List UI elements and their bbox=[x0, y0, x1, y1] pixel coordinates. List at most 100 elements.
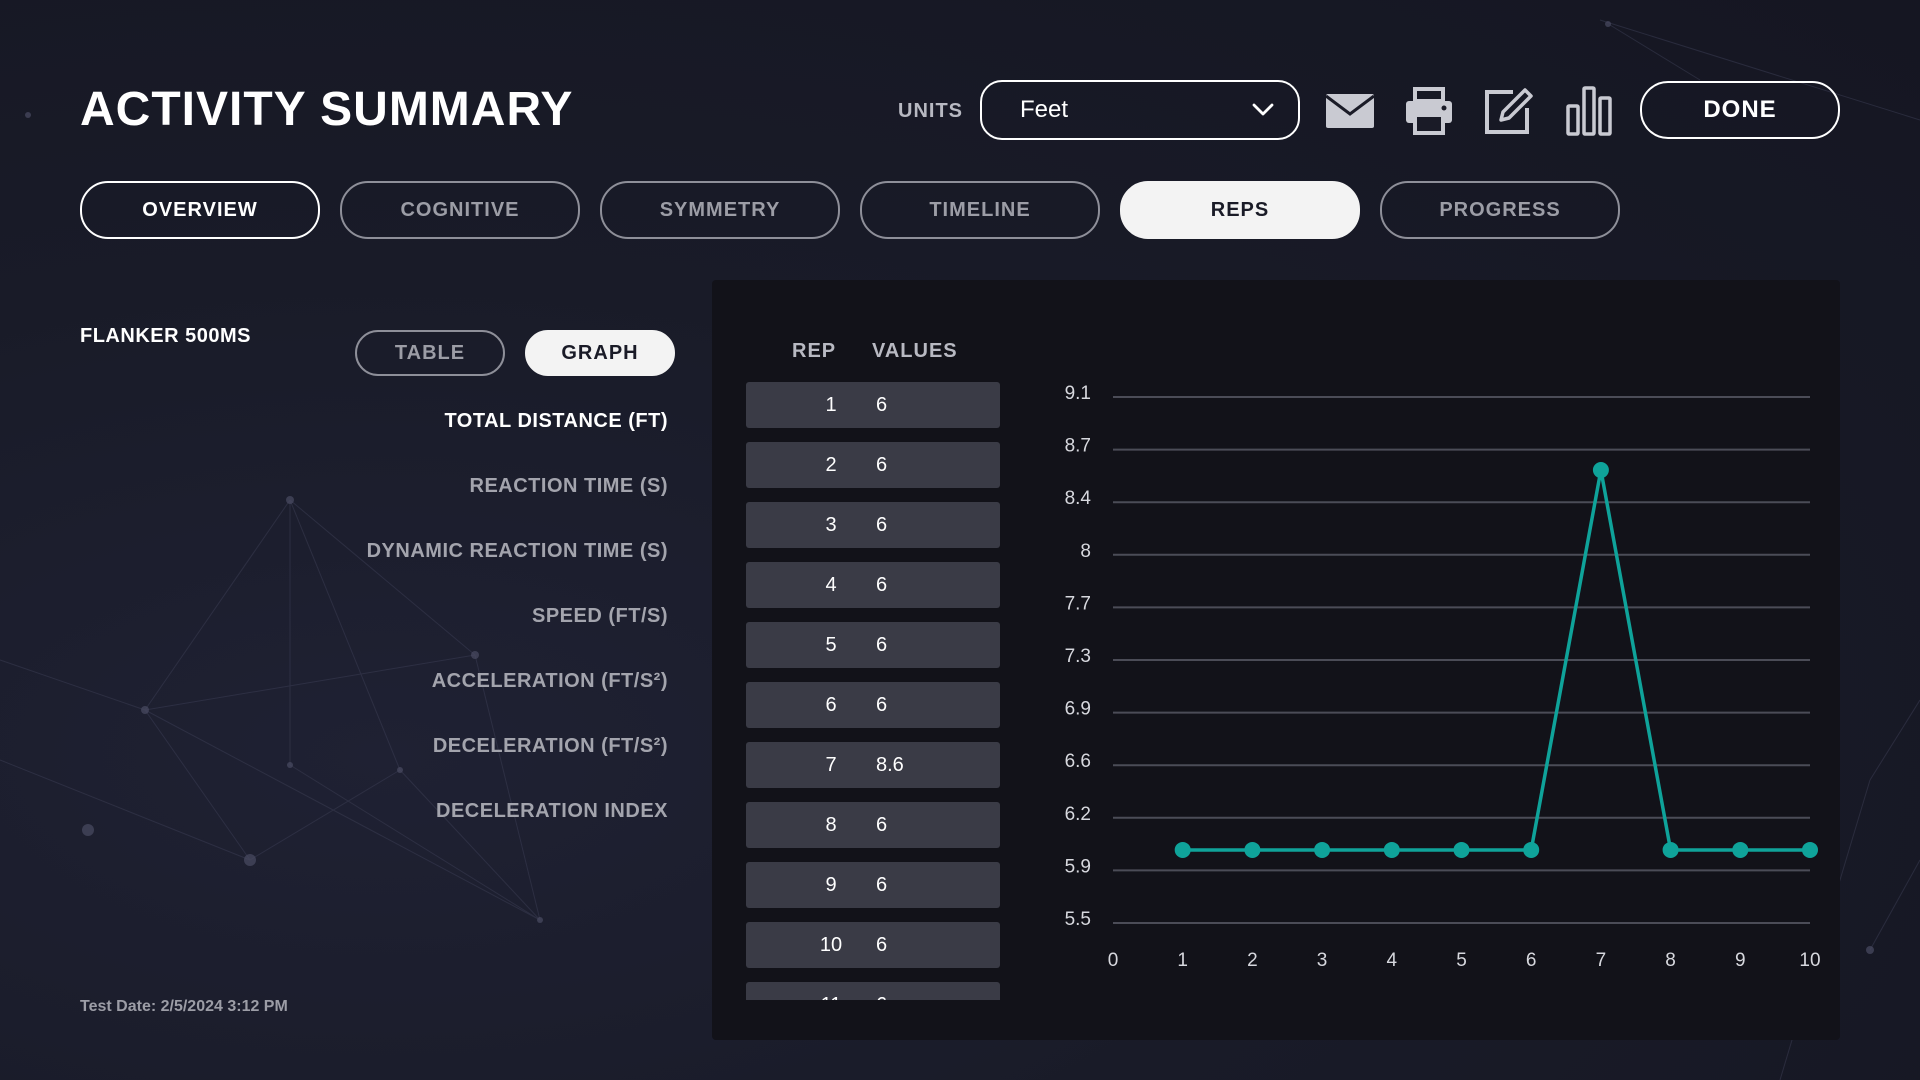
rep-number: 7 bbox=[825, 754, 837, 776]
done-button[interactable]: DONE bbox=[1640, 81, 1840, 139]
rep-number: 8 bbox=[825, 814, 837, 836]
edit-icon bbox=[1485, 88, 1533, 134]
metric-reaction-time[interactable]: REACTION TIME (S) bbox=[469, 475, 668, 497]
tab-reps[interactable]: REPS bbox=[1120, 181, 1360, 239]
metric-acceleration[interactable]: ACCELERATION (FT/S²) bbox=[431, 670, 668, 692]
stats-button[interactable] bbox=[1562, 84, 1616, 138]
table-row: 4 6 bbox=[746, 562, 1000, 608]
tab-progress[interactable]: PROGRESS bbox=[1380, 181, 1620, 239]
rep-value: 6 bbox=[876, 694, 888, 716]
printer-icon bbox=[1406, 87, 1452, 135]
rep-value: 6 bbox=[876, 874, 888, 896]
y-tick-label: 7.3 bbox=[1065, 646, 1091, 667]
page-title: ACTIVITY SUMMARY bbox=[80, 83, 574, 136]
units-select[interactable]: Feet bbox=[980, 80, 1300, 140]
rep-value: 6 bbox=[876, 574, 888, 596]
x-tick-label: 2 bbox=[1247, 950, 1258, 971]
rep-number: 3 bbox=[825, 514, 837, 536]
rep-value: 6 bbox=[876, 514, 888, 536]
rep-value: 6 bbox=[876, 994, 887, 1000]
y-tick-label: 7.7 bbox=[1065, 593, 1091, 614]
reps-line-chart: 5.5 5.9 6.2 6.6 6.9 7.3 7.7 8 8.4 8.7 9.1 0 1 2 3 4 5 6 7 8… bbox=[1065, 383, 1821, 971]
data-point bbox=[1383, 841, 1400, 858]
data-point bbox=[1244, 841, 1261, 858]
y-tick-label: 6.6 bbox=[1065, 751, 1091, 772]
table-view-button[interactable]: TABLE bbox=[355, 330, 505, 376]
rep-value: 6 bbox=[876, 454, 888, 476]
metric-speed[interactable]: SPEED (FT/S) bbox=[531, 605, 668, 627]
edit-button[interactable] bbox=[1481, 84, 1535, 138]
table-row: 7 8.6 bbox=[746, 742, 1000, 788]
rep-number: 1 bbox=[825, 394, 837, 416]
y-tick-label: 8.4 bbox=[1065, 488, 1092, 509]
rep-value: 6 bbox=[876, 394, 888, 416]
table-row: 3 6 bbox=[746, 502, 1000, 548]
test-date: Test Date: 2/5/2024 3:12 PM bbox=[80, 998, 288, 1015]
metric-dynamic-reaction-time[interactable]: DYNAMIC REACTION TIME (S) bbox=[366, 540, 668, 562]
data-point bbox=[1174, 841, 1191, 858]
rep-column-header: REP bbox=[792, 340, 837, 362]
x-tick-label: 6 bbox=[1526, 950, 1537, 971]
table-row: 8 6 bbox=[746, 802, 1000, 848]
rep-number: 9 bbox=[825, 874, 837, 896]
table-row: 10 6 bbox=[746, 922, 1000, 968]
table-row: 2 6 bbox=[746, 442, 1000, 488]
tab-overview[interactable]: OVERVIEW bbox=[80, 181, 320, 239]
graph-view-button[interactable]: GRAPH bbox=[525, 330, 675, 376]
y-tick-label: 6.9 bbox=[1065, 699, 1091, 720]
table-row: 11 6 bbox=[746, 982, 1000, 1000]
series-line bbox=[1182, 469, 1810, 852]
data-point bbox=[1314, 841, 1331, 858]
x-tick-label: 3 bbox=[1317, 950, 1328, 971]
data-point bbox=[1802, 841, 1818, 858]
table-row: 9 6 bbox=[746, 862, 1000, 908]
rep-value: 6 bbox=[876, 934, 888, 956]
rep-value: 6 bbox=[876, 814, 888, 836]
envelope-icon bbox=[1325, 94, 1375, 128]
x-tick-label: 9 bbox=[1735, 950, 1746, 971]
tab-timeline[interactable]: TIMELINE bbox=[860, 181, 1100, 239]
x-tick-label: 5 bbox=[1456, 950, 1467, 971]
x-tick-label: 10 bbox=[1799, 950, 1820, 971]
data-point bbox=[1732, 841, 1749, 858]
rep-number: 2 bbox=[825, 454, 837, 476]
rep-number: 10 bbox=[819, 934, 843, 956]
rep-number: 6 bbox=[825, 694, 837, 716]
rep-number: 5 bbox=[825, 634, 837, 656]
units-label: UNITS bbox=[898, 100, 963, 122]
x-tick-label: 0 bbox=[1108, 950, 1119, 971]
data-point bbox=[1592, 462, 1609, 479]
metric-deceleration[interactable]: DECELERATION (FT/S²) bbox=[432, 735, 668, 757]
y-tick-label: 6.2 bbox=[1065, 804, 1091, 825]
email-button[interactable] bbox=[1323, 84, 1377, 138]
rep-value: 8.6 bbox=[876, 754, 904, 776]
bar-chart-icon bbox=[1566, 86, 1612, 136]
data-point bbox=[1523, 841, 1540, 858]
x-tick-label: 8 bbox=[1665, 950, 1676, 971]
data-point bbox=[1453, 841, 1470, 858]
x-tick-label: 4 bbox=[1387, 950, 1398, 971]
print-button[interactable] bbox=[1402, 84, 1456, 138]
tab-symmetry[interactable]: SYMMETRY bbox=[600, 181, 840, 239]
y-tick-label: 8.7 bbox=[1065, 436, 1091, 457]
test-name: FLANKER 500MS bbox=[80, 325, 251, 347]
rep-value: 6 bbox=[876, 634, 888, 656]
values-column-header: VALUES bbox=[872, 340, 958, 362]
x-tick-label: 7 bbox=[1596, 950, 1607, 971]
table-row: 5 6 bbox=[746, 622, 1000, 668]
reps-table-scroll[interactable]: 1 6 2 6 3 6 4 6 5 6 6 6 7 8.6 8 6 9 6 10… bbox=[746, 380, 1002, 1000]
table-row: 6 6 bbox=[746, 682, 1000, 728]
units-select-value: Feet bbox=[1020, 96, 1069, 123]
x-tick-label: 1 bbox=[1177, 950, 1188, 971]
data-point bbox=[1662, 841, 1679, 858]
table-row: 1 6 bbox=[746, 382, 1000, 428]
y-tick-label: 9.1 bbox=[1065, 383, 1091, 404]
rep-number: 4 bbox=[825, 574, 837, 596]
rep-number: 11 bbox=[806, 994, 856, 1000]
y-tick-label: 5.5 bbox=[1065, 909, 1091, 930]
tab-cognitive[interactable]: COGNITIVE bbox=[340, 181, 580, 239]
y-tick-label: 8 bbox=[1080, 541, 1091, 562]
y-tick-label: 5.9 bbox=[1065, 856, 1091, 877]
metric-total-distance[interactable]: TOTAL DISTANCE (FT) bbox=[444, 410, 668, 432]
metric-deceleration-index[interactable]: DECELERATION INDEX bbox=[436, 800, 668, 822]
